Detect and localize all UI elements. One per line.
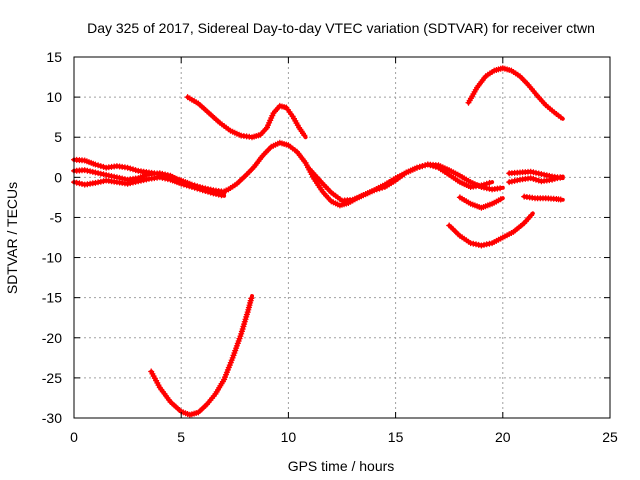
series-markers bbox=[521, 193, 564, 203]
series-markers bbox=[506, 174, 564, 186]
series-markers bbox=[148, 295, 255, 418]
series-arc-8 bbox=[184, 94, 308, 141]
x-axis-label: GPS time / hours bbox=[288, 458, 395, 474]
series-arc-3 bbox=[71, 174, 227, 199]
grid-lines bbox=[74, 57, 610, 418]
x-tick-label: 10 bbox=[281, 429, 297, 445]
x-tick-label: 5 bbox=[177, 429, 185, 445]
y-axis-label: SDTVAR / TECUs bbox=[4, 182, 20, 294]
series-arc-10 bbox=[465, 65, 565, 121]
series-arc-7 bbox=[506, 174, 565, 186]
x-tick-label: 20 bbox=[495, 429, 511, 445]
y-tick-label: 10 bbox=[46, 89, 62, 105]
y-tick-label: -10 bbox=[42, 250, 62, 266]
series-markers bbox=[306, 161, 504, 204]
chart-title: Day 325 of 2017, Sidereal Day-to-day VTE… bbox=[87, 20, 595, 36]
series-arc-9 bbox=[148, 294, 255, 418]
x-tick-label: 15 bbox=[388, 429, 404, 445]
data-series bbox=[71, 65, 565, 418]
y-tick-label: 15 bbox=[46, 49, 62, 65]
x-tick-label: 25 bbox=[602, 429, 618, 445]
series-arc-5 bbox=[306, 161, 505, 204]
series-markers bbox=[446, 212, 535, 249]
y-tick-label: -15 bbox=[42, 290, 62, 306]
plot-frame bbox=[73, 56, 611, 419]
y-tick-label: -20 bbox=[42, 330, 62, 346]
series-markers bbox=[465, 65, 564, 121]
y-tick-label: -5 bbox=[50, 209, 63, 225]
series-arc-13 bbox=[521, 193, 565, 203]
y-tick-label: -30 bbox=[42, 410, 62, 426]
axis-ticks: 0 5 10 15 20 25 -30 -25 -20 -15 -10 -5 0 5 10 15 bbox=[42, 49, 618, 445]
x-tick-label: 0 bbox=[70, 429, 78, 445]
series-markers bbox=[184, 94, 308, 141]
y-tick-label: -25 bbox=[42, 370, 62, 386]
series-arc-12 bbox=[456, 194, 505, 211]
series-line bbox=[447, 211, 535, 248]
y-tick-label: 0 bbox=[54, 169, 62, 185]
series-arc-11 bbox=[446, 211, 535, 249]
series-markers bbox=[456, 194, 504, 211]
y-tick-label: 5 bbox=[54, 129, 62, 145]
